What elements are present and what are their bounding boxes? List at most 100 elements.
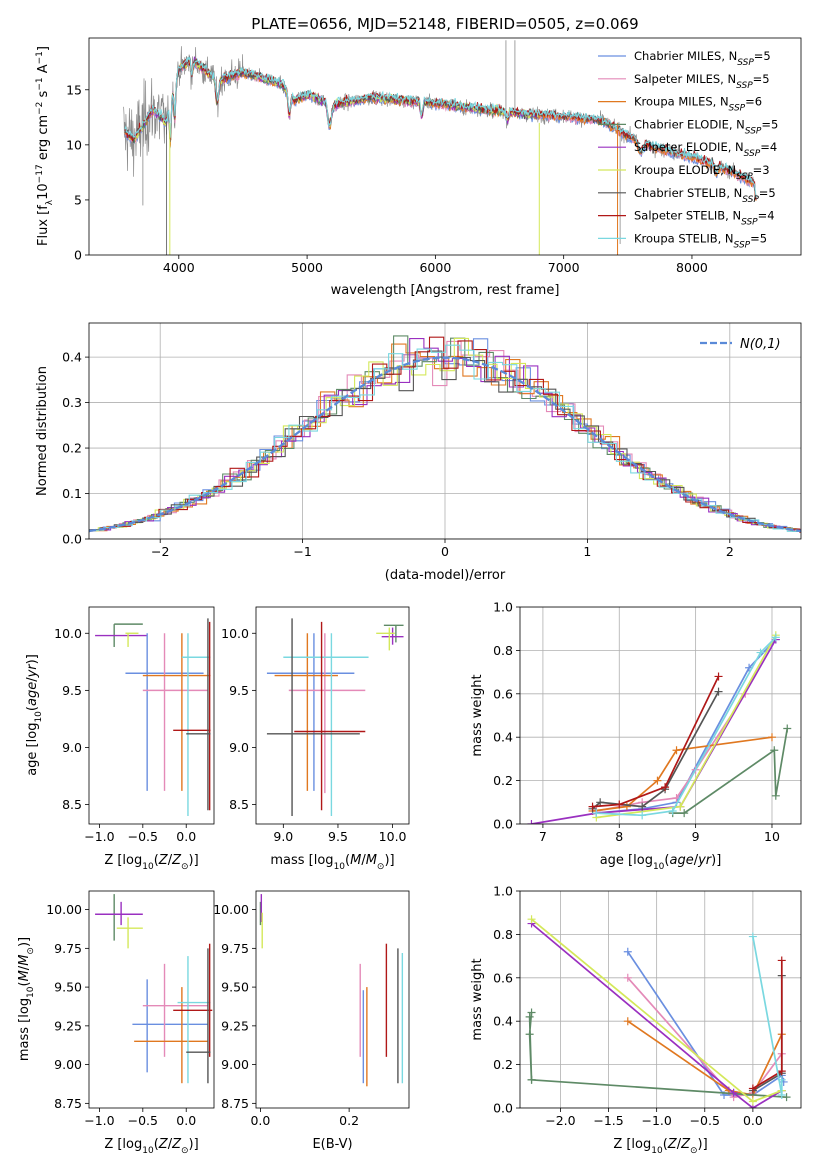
series-chabrier_miles	[623, 947, 788, 1099]
x-tick-label: 4000	[163, 260, 195, 275]
x-tick-label: 10.0	[379, 829, 407, 844]
y-tick-label: 5	[74, 192, 82, 207]
series-kroupa_stelib	[748, 932, 786, 1099]
y-tick-label: 9.25	[54, 1018, 82, 1033]
series-marker	[767, 733, 776, 742]
series-marker	[756, 648, 765, 657]
x-tick-label: −1.0	[641, 1113, 671, 1128]
plot-area	[520, 891, 801, 1108]
legend-label-chabrier_stelib: Chabrier STELIB, NSSP=5	[634, 186, 776, 205]
series-marker	[638, 811, 647, 820]
series-marker	[748, 932, 757, 941]
series-marker	[527, 915, 536, 924]
axes-frame	[255, 606, 410, 825]
series-marker	[525, 1012, 534, 1021]
errorbar-chabrier_stelib	[186, 618, 211, 811]
errorbar-kroupa_miles	[274, 633, 338, 791]
errorbar-salpeter_miles	[288, 633, 366, 794]
y-tick-label: 9.0	[229, 740, 249, 755]
series-marker	[622, 802, 631, 811]
y-tick-label: 0.3	[62, 395, 82, 410]
y-tick-label: 0.4	[493, 1014, 513, 1029]
series-chabrier_stelib	[588, 687, 723, 813]
axes-frame	[519, 890, 802, 1109]
normal-curve	[89, 356, 801, 533]
series-marker	[588, 802, 597, 811]
histogram-salpeter_elodie	[89, 338, 801, 532]
x-tick-label: 10	[764, 829, 780, 844]
spectrum-model-chabrier_elodie	[127, 59, 539, 144]
series-chabrier_elodie	[525, 1008, 791, 1102]
x-tick-label: 0.2	[339, 1113, 359, 1128]
series-marker	[783, 724, 792, 733]
y-tick-label: 8.5	[62, 797, 82, 812]
legend-label-chabrier_elodie: Chabrier ELODIE, NSSP=5	[634, 117, 778, 136]
series-salpeter_miles	[592, 689, 750, 815]
chart-mass_vs_z: −1.0 −0.5 0.0 8.75 9.00 9.25 9.50 9.75 10.00 Z [l…	[17, 890, 215, 1156]
x-tick-label: 0	[441, 544, 449, 559]
series-marker	[748, 1097, 757, 1106]
legend-label-kroupa_stelib: Kroupa STELIB, NSSP=5	[634, 231, 767, 250]
x-axis-label: (data-model)/error	[385, 568, 506, 583]
series-marker	[729, 1088, 738, 1097]
series-marker	[527, 1075, 536, 1084]
errorbar-salpeter_stelib	[173, 621, 211, 811]
errorbar-kroupa_elodie	[376, 627, 395, 651]
legend-label-kroupa_miles: Kroupa MILES, NSSP=6	[634, 95, 762, 114]
errorbar-chabrier_stelib	[266, 618, 360, 817]
y-tick-label: 8.5	[229, 797, 249, 812]
series-line	[531, 639, 777, 824]
series-marker	[771, 791, 780, 800]
series-marker	[596, 798, 605, 807]
y-tick-label: 10	[66, 137, 82, 152]
x-axis-label: mass [log10(M/M⊙)]	[270, 853, 394, 872]
series-line	[528, 1012, 787, 1099]
axes-frame	[519, 606, 802, 825]
series-marker	[714, 687, 723, 696]
y-tick-label: 9.5	[62, 683, 82, 698]
series-line	[752, 936, 783, 1096]
series-marker	[525, 1030, 534, 1039]
errorbar-kroupa_stelib	[177, 956, 211, 1084]
errorbar-kroupa_miles	[134, 987, 208, 1084]
series-marker	[782, 1093, 791, 1102]
series-marker	[777, 956, 786, 965]
y-axis-label: Flux [fλ10−17 erg cm−2 s−1 A−1]	[35, 46, 55, 246]
errorbar-kroupa_elodie	[116, 917, 143, 949]
x-axis-label: age [log10(age/yr)]	[600, 853, 722, 872]
x-tick-label: 1	[583, 544, 591, 559]
series-marker	[623, 973, 632, 982]
series-marker	[623, 947, 632, 956]
series-marker	[680, 809, 689, 818]
y-axis-label: age [log10(age/yr)]	[25, 654, 44, 776]
histogram-kroupa_elodie	[89, 337, 801, 532]
histogram-salpeter_stelib	[89, 336, 801, 533]
x-tick-label: 0.0	[176, 829, 196, 844]
y-tick-label: 8.75	[54, 1096, 82, 1111]
x-tick-label: 9.5	[328, 829, 348, 844]
series-chabrier_miles	[592, 635, 780, 818]
axes-frame	[88, 606, 215, 825]
plot-area	[123, 40, 757, 255]
chart-mass_vs_ebv: 0.0 0.2 8.75 9.00 9.25 9.50 9.75 10.00 E(B-V)	[213, 890, 410, 1152]
chart-age_vs_z: −1.0 −0.5 0.0 8.5 9.0 9.5 10.0 Z [log10(Z/Z⊙)] a…	[25, 606, 215, 872]
y-tick-label: 9.50	[221, 980, 249, 995]
series-marker	[623, 1017, 632, 1026]
errorbar-kroupa_stelib	[283, 633, 369, 817]
x-tick-label: 2	[726, 544, 734, 559]
chart-mass_weight_vs_z: −2.0 −1.5 −1.0 −0.5 0.0 0.0 0.2 0.4 0.6 0.8 1.0 Z […	[470, 884, 802, 1156]
y-tick-label: 0.1	[62, 486, 82, 501]
series-salpeter_stelib	[748, 956, 786, 1093]
y-tick-label: 9.25	[221, 1018, 249, 1033]
legend-label-salpeter_miles: Salpeter MILES, NSSP=5	[634, 72, 770, 91]
y-tick-label: 9.75	[221, 941, 249, 956]
chart-mass_weight_vs_age: 7 8 9 10 0.0 0.2 0.4 0.6 0.8 1.0 age [log10(age/yr…	[470, 600, 802, 872]
y-tick-label: 0.0	[62, 532, 82, 547]
series-kroupa_stelib	[592, 633, 780, 820]
x-tick-label: 8	[615, 829, 623, 844]
legend: Chabrier MILES, NSSP=5 Salpeter MILES, NS…	[598, 49, 778, 250]
errorbar-chabrier_miles	[132, 979, 208, 1073]
y-tick-label: 10.00	[213, 902, 249, 917]
y-tick-label: 10.0	[221, 626, 249, 641]
